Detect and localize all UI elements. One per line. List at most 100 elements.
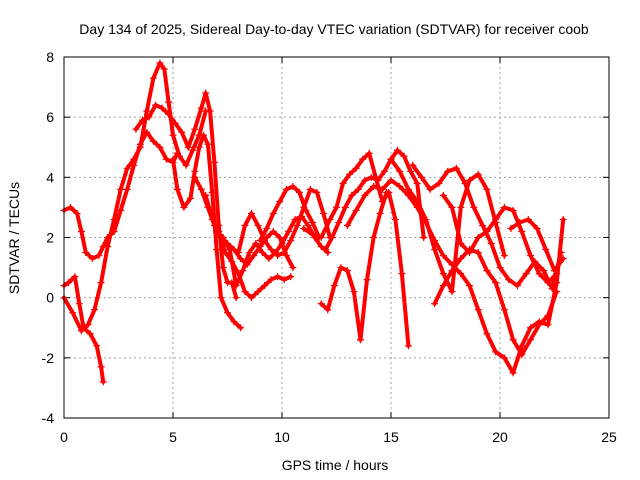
data-point: [261, 282, 269, 290]
data-point: [492, 279, 500, 287]
data-point: [513, 282, 521, 290]
data-point: [465, 176, 473, 184]
data-point: [439, 252, 447, 260]
data-point: [509, 336, 517, 344]
data-point: [343, 221, 351, 229]
data-point: [64, 279, 72, 287]
data-point: [77, 227, 85, 235]
data-point: [330, 282, 338, 290]
series-line-trace-17: [441, 193, 559, 285]
data-point: [324, 306, 332, 314]
data-point: [224, 309, 231, 317]
y-axis-label: SDTVAR / TECUs: [6, 182, 22, 294]
data-point: [361, 176, 369, 184]
data-point: [359, 155, 367, 163]
data-point: [533, 224, 541, 232]
data-point: [110, 215, 118, 223]
data-point: [326, 215, 334, 223]
data-point: [413, 179, 421, 187]
data-point: [169, 155, 177, 163]
data-point: [210, 158, 218, 166]
data-point: [474, 306, 482, 314]
data-point: [67, 203, 75, 211]
data-point: [542, 246, 550, 254]
data-point: [474, 234, 482, 241]
data-point: [409, 161, 417, 169]
data-point: [219, 234, 227, 241]
data-point: [304, 221, 312, 229]
data-point: [162, 155, 170, 163]
data-point: [444, 167, 452, 175]
data-point: [527, 324, 535, 332]
data-point: [370, 182, 378, 190]
data-point: [258, 249, 266, 257]
data-point: [398, 270, 406, 278]
data-point: [210, 221, 218, 229]
data-point: [289, 264, 297, 272]
data-point: [518, 227, 526, 235]
data-point: [518, 342, 526, 350]
data-point: [470, 203, 478, 211]
data-point: [527, 252, 535, 260]
data-point: [553, 288, 561, 296]
data-point: [287, 237, 295, 245]
data-point: [322, 246, 330, 254]
data-point: [241, 221, 249, 229]
data-point: [306, 185, 314, 193]
data-point: [461, 179, 469, 187]
data-point: [505, 276, 513, 284]
data-point: [285, 227, 293, 235]
data-point: [282, 185, 290, 193]
data-point: [280, 249, 288, 257]
data-point: [213, 227, 221, 235]
data-point: [247, 209, 255, 217]
data-point: [245, 249, 253, 257]
data-point: [387, 176, 395, 184]
data-point: [400, 152, 408, 160]
data-point: [352, 164, 360, 172]
data-point: [333, 203, 340, 211]
data-point: [387, 155, 395, 163]
data-point: [487, 240, 495, 248]
chart-title: Day 134 of 2025, Sidereal Day-to-day VTE…: [79, 21, 589, 37]
data-point: [439, 191, 447, 199]
data-point: [237, 255, 245, 263]
data-point: [171, 119, 179, 127]
data-point: [191, 173, 199, 181]
data-point: [365, 149, 373, 157]
data-point: [448, 203, 456, 211]
data-point: [341, 203, 349, 211]
data-point: [380, 167, 388, 175]
data-point: [82, 249, 90, 257]
data-point: [160, 65, 168, 73]
data-point: [337, 264, 345, 272]
data-point: [404, 342, 412, 350]
data-point: [213, 246, 221, 254]
data-point: [250, 252, 258, 260]
data-point: [200, 131, 208, 139]
y-tick-label: 8: [46, 49, 54, 65]
data-point: [274, 252, 282, 260]
x-tick-label: 10: [274, 429, 290, 445]
data-point: [197, 104, 205, 112]
data-point: [130, 155, 138, 163]
data-point: [354, 185, 362, 193]
data-point: [165, 98, 173, 106]
data-point: [189, 146, 197, 154]
data-point: [339, 179, 347, 187]
data-point: [439, 282, 447, 290]
data-point: [439, 270, 447, 278]
y-tick-label: 2: [46, 230, 54, 246]
x-tick-label: 5: [169, 429, 177, 445]
axis-ticks: 0 5 10 15 20 25 -4 -2 0 2 4 6 8: [42, 49, 617, 445]
data-point: [256, 237, 264, 245]
data-point: [152, 101, 160, 109]
data-point: [367, 173, 375, 181]
data-point: [551, 267, 558, 275]
data-point: [559, 215, 567, 223]
data-point: [123, 164, 131, 172]
data-point: [457, 255, 465, 263]
data-point: [396, 182, 404, 190]
data-point: [252, 240, 260, 248]
